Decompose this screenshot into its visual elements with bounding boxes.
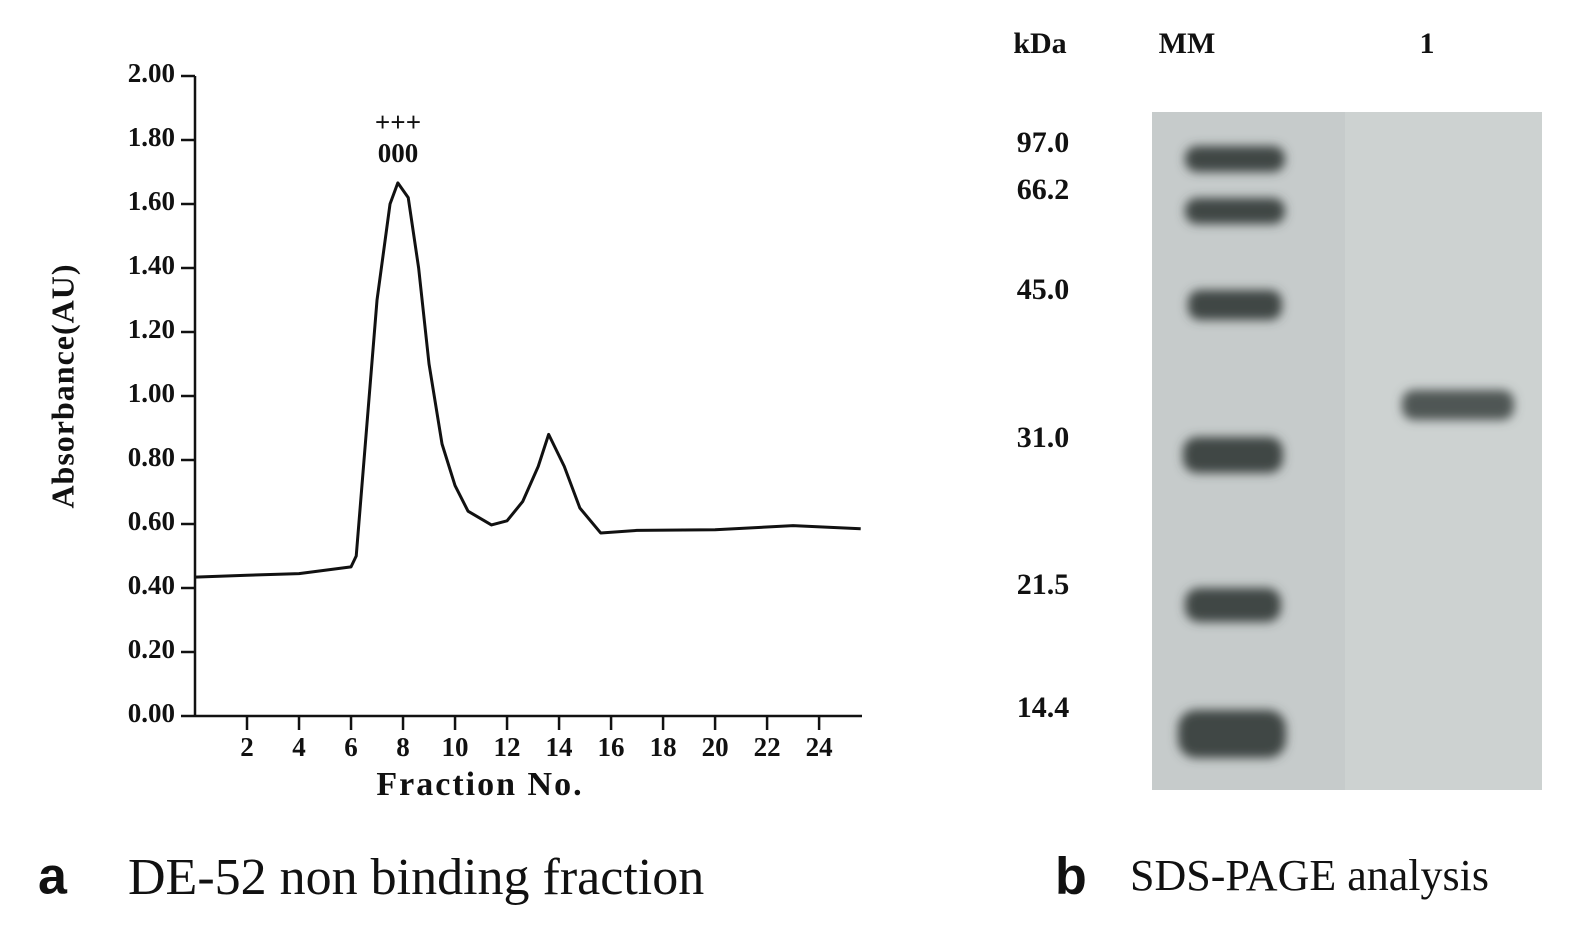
y-tick-label: 1.80 (128, 122, 175, 152)
data-line (194, 181, 861, 579)
x-tick-label: 6 (344, 732, 358, 762)
marker-label: 31.0 (1017, 421, 1070, 454)
y-tick-label: 1.40 (128, 250, 175, 280)
gel-image (1152, 112, 1542, 790)
marker-label: 66.2 (1017, 173, 1070, 206)
x-tick-label: 12 (494, 732, 521, 762)
y-tick-label: 1.20 (128, 314, 175, 344)
x-tick-label: 10 (442, 732, 469, 762)
panel-caption: SDS-PAGE analysis (1130, 851, 1489, 900)
x-tick-label: 24 (806, 732, 833, 762)
y-tick-label: 0.80 (128, 442, 175, 472)
y-tick-label: 0.00 (128, 698, 175, 728)
y-tick-label: 0.40 (128, 570, 175, 600)
panel-letter: a (38, 848, 68, 906)
annotation: +++ (375, 107, 421, 137)
y-tick-label: 0.20 (128, 634, 175, 664)
x-tick-label: 20 (702, 732, 729, 762)
x-tick-label: 2 (240, 732, 254, 762)
x-tick-label: 8 (396, 732, 410, 762)
x-axis-label: Fraction No. (376, 766, 583, 803)
annotation: 000 (378, 138, 419, 168)
marker-label: 97.0 (1017, 126, 1070, 159)
x-tick-label: 18 (650, 732, 677, 762)
x-tick-label: 16 (598, 732, 625, 762)
marker-label: 45.0 (1017, 273, 1070, 306)
lane-label: MM (1159, 27, 1216, 60)
y-tick-label: 0.60 (128, 506, 175, 536)
y-tick-label: 1.00 (128, 378, 175, 408)
panel-caption: DE-52 non binding fraction (128, 849, 704, 906)
y-tick-label: 1.60 (128, 186, 175, 216)
panel-letter: b (1055, 848, 1087, 906)
marker-label: 21.5 (1017, 568, 1070, 601)
y-axis-label: Absorbance(AU) (44, 263, 80, 508)
x-tick-label: 4 (292, 732, 306, 762)
marker-label: 14.4 (1017, 691, 1070, 724)
lane-label: 1 (1420, 27, 1435, 60)
unit-label: kDa (1013, 27, 1066, 60)
x-tick-label: 14 (546, 732, 573, 762)
x-tick-label: 22 (754, 732, 781, 762)
y-tick-label: 2.00 (128, 58, 175, 88)
